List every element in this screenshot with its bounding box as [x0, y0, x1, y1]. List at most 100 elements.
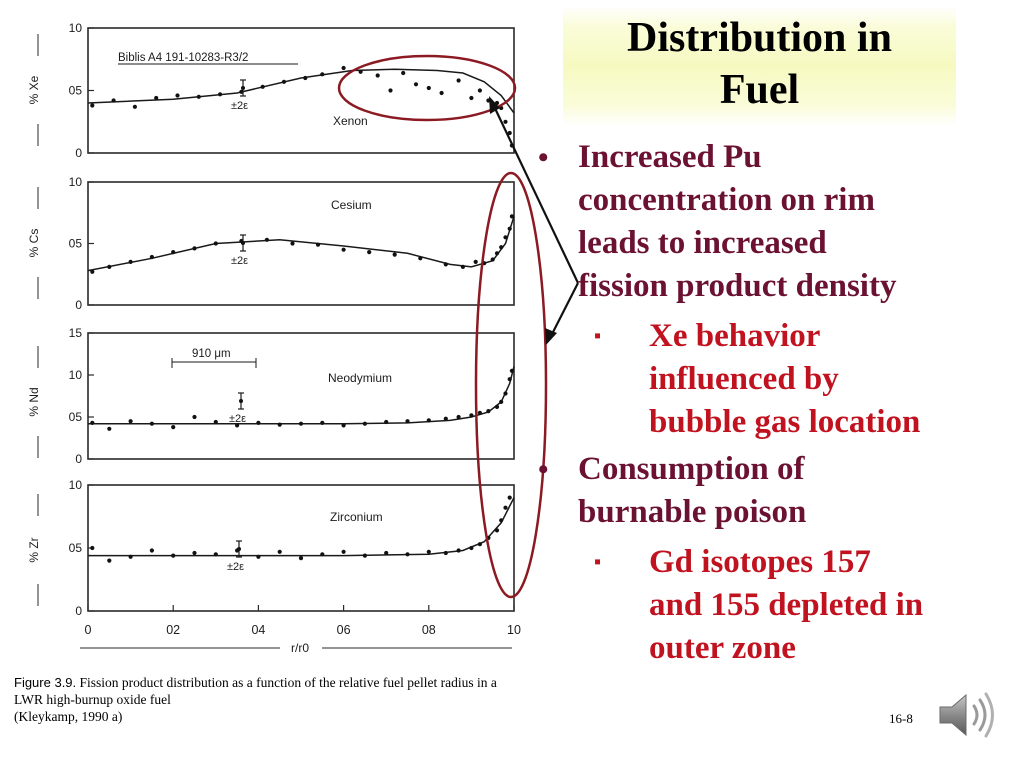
sub-bullet-item: ▪ Gd isotopes 157 and 155 depleted in ou…	[532, 541, 1012, 670]
data-point-cesium	[507, 226, 512, 231]
fit-curve-xenon	[87, 68, 515, 114]
x-tick-label: 06	[337, 623, 351, 637]
y-tick-label: 10	[69, 21, 83, 35]
element-label-zirconium: Zirconium	[330, 510, 383, 524]
data-point-neodymium	[107, 426, 112, 431]
arrow-to-xenon	[491, 101, 579, 284]
y-axis-label: % Nd	[27, 387, 41, 416]
data-point-cesium	[213, 241, 218, 246]
title-highlight	[563, 6, 956, 126]
title-line-2: Fuel	[719, 67, 800, 113]
plot-frame-neodymium	[87, 332, 515, 460]
data-point-xenon	[218, 92, 223, 97]
data-point-cesium	[171, 250, 176, 255]
caption-line-2: LWR high-burnup oxide fuel	[14, 692, 171, 707]
data-point-cesium	[90, 269, 95, 274]
xenon-highlight-oval	[337, 54, 517, 122]
data-point-xenon	[456, 78, 461, 83]
data-point-cesium	[494, 251, 500, 256]
data-point-zirconium	[405, 552, 410, 557]
data-point-zirconium	[469, 545, 474, 551]
data-point-neodymium	[213, 419, 218, 425]
element-label-xenon: Xenon	[333, 114, 368, 128]
sub-bullet-marker: ▪	[594, 551, 602, 573]
element-label-neodymium: Neodymium	[328, 371, 392, 385]
data-point-cesium	[107, 264, 112, 269]
bullet-item: • Increased Pu concentration on rim lead…	[532, 136, 1012, 308]
sample-id-label: Biblis A4 191-10283-R3/2	[118, 52, 248, 64]
data-point-cesium	[509, 214, 514, 219]
data-point-zirconium	[362, 553, 367, 558]
data-point-xenon	[260, 84, 265, 89]
data-point-cesium	[473, 259, 478, 264]
data-point-neodymium	[341, 423, 346, 428]
sub-bullet-line: Xe behavior	[649, 318, 821, 354]
y-tick-label: 05	[69, 541, 83, 555]
x-tick-label: 10	[507, 623, 521, 637]
arrow-head-xenon	[489, 96, 500, 114]
data-point-cesium	[149, 254, 154, 260]
data-point-zirconium	[107, 558, 112, 563]
data-point-cesium	[503, 235, 508, 240]
data-point-cesium	[499, 245, 504, 250]
error-bar-point	[241, 86, 245, 90]
slide-number: 16-8	[889, 711, 913, 726]
data-point-zirconium	[494, 528, 500, 533]
data-point-cesium	[392, 252, 397, 257]
sub-bullet-line: outer zone	[649, 630, 796, 666]
y-axis-label: % Cs	[27, 229, 41, 258]
data-point-neodymium	[405, 419, 410, 424]
y-tick-label: 0	[75, 298, 82, 312]
fit-curve-zirconium	[88, 497, 515, 557]
error-label: ±2ε	[229, 413, 246, 425]
error-bar-point	[241, 241, 245, 245]
x-tick-label: 02	[166, 623, 180, 637]
bullet-line: concentration on rim	[578, 182, 875, 218]
sub-bullet-marker: ▪	[594, 325, 602, 347]
data-point-cesium	[418, 256, 423, 261]
y-tick-label: 0	[75, 604, 82, 618]
data-point-neodymium	[90, 420, 95, 425]
data-point-zirconium	[426, 549, 431, 554]
data-point-xenon	[132, 104, 137, 109]
data-point-xenon	[375, 73, 380, 78]
sub-bullet-line: and 155 depleted in	[649, 587, 924, 623]
caption-line-3: (Kleykamp, 1990 a)	[14, 709, 123, 724]
data-point-neodymium	[456, 414, 461, 420]
bullet-line: burnable poison	[578, 494, 807, 530]
data-point-zirconium	[320, 552, 325, 557]
data-point-zirconium	[499, 518, 504, 523]
data-point-neodymium	[320, 420, 325, 425]
data-point-zirconium	[341, 549, 346, 554]
data-point-xenon	[154, 95, 159, 101]
data-point-neodymium	[192, 414, 197, 420]
data-point-zirconium	[256, 554, 261, 559]
arrow-head-rim	[545, 328, 557, 345]
data-point-zirconium	[443, 550, 448, 556]
x-tick-label: 04	[251, 623, 265, 637]
bullet-item: • Consumption of burnable poison	[532, 448, 1012, 534]
data-point-xenon	[477, 88, 482, 93]
speaker-sound-icon[interactable]	[936, 688, 998, 742]
data-point-neodymium	[149, 421, 154, 426]
data-point-cesium	[128, 259, 133, 264]
data-point-neodymium	[128, 419, 133, 424]
data-point-xenon	[503, 119, 508, 124]
data-point-neodymium	[426, 418, 431, 423]
data-point-neodymium	[469, 413, 474, 418]
data-point-xenon	[388, 88, 393, 93]
data-point-xenon	[341, 65, 346, 71]
data-point-neodymium	[298, 421, 304, 426]
element-label-cesium: Cesium	[331, 198, 372, 212]
x-tick-label: 08	[422, 623, 436, 637]
data-point-cesium	[367, 250, 372, 255]
data-point-zirconium	[171, 553, 176, 558]
y-tick-label: 0	[75, 146, 82, 160]
data-point-zirconium	[384, 550, 389, 556]
error-bar-point	[237, 547, 241, 551]
fit-curve-neodymium	[88, 366, 515, 425]
y-tick-label: 10	[69, 175, 83, 189]
data-point-neodymium	[486, 409, 491, 414]
data-point-xenon	[507, 130, 512, 136]
